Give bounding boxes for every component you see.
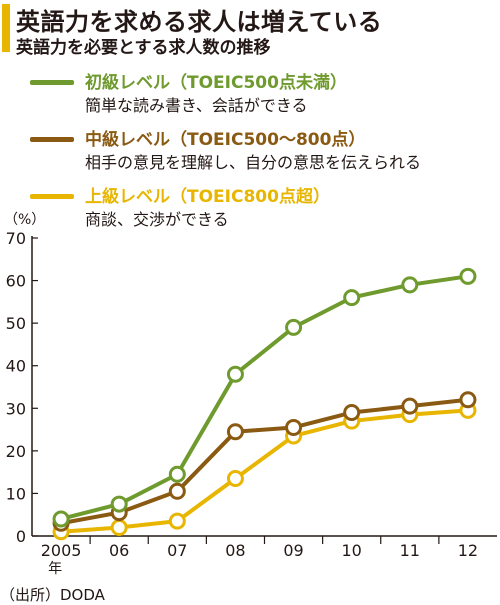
- x-tick-label: 12: [458, 541, 478, 560]
- y-tick-label: 50: [6, 314, 26, 333]
- legend-swatch-advanced: [30, 194, 74, 199]
- y-tick-label: 40: [6, 357, 26, 376]
- x-tick-label: 10: [342, 541, 362, 560]
- chart-subtitle: 英語力を必要とする求人数の推移: [16, 38, 271, 58]
- data-point: [168, 465, 186, 483]
- data-point: [168, 482, 186, 500]
- x-tick-label: 09: [283, 541, 303, 560]
- data-point: [110, 518, 128, 536]
- y-tick-label: 30: [6, 399, 26, 418]
- data-point: [226, 470, 244, 488]
- legend-name-beginner: 初級レベル（TOEIC500点未満）: [85, 73, 347, 93]
- data-point: [343, 404, 361, 422]
- x-tick-label: 08: [225, 541, 245, 560]
- legend-item-beginner: 初級レベル（TOEIC500点未満） 簡単な読み書き、会話ができる: [30, 66, 490, 123]
- series-line: [59, 408, 470, 534]
- y-tick-label: 10: [6, 484, 26, 503]
- chart-title: 英語力を求める求人は増えている: [16, 8, 383, 36]
- y-tick-label: 20: [6, 442, 26, 461]
- data-point: [401, 276, 419, 294]
- legend-swatch-intermediate: [30, 137, 74, 142]
- x-tick-label: 11: [400, 541, 420, 560]
- data-point: [52, 510, 70, 528]
- legend-desc-advanced: 商談、交渉ができる: [85, 210, 229, 229]
- legend-name-intermediate: 中級レベル（TOEIC500〜800点）: [85, 130, 366, 150]
- legend-name-advanced: 上級レベル（TOEIC800点超）: [85, 187, 330, 207]
- data-point: [285, 318, 303, 336]
- data-point: [226, 365, 244, 383]
- y-tick-label: 70: [6, 229, 26, 248]
- x-tick-label-suffix: 年: [48, 561, 62, 577]
- data-point: [459, 391, 477, 409]
- y-axis-unit-label: （%）: [4, 212, 45, 228]
- x-tick-label: 06: [109, 541, 129, 560]
- data-point: [401, 397, 419, 415]
- y-tick-label: 0: [16, 527, 26, 546]
- data-point: [226, 423, 244, 441]
- data-point: [285, 418, 303, 436]
- source-note: （出所）DODA: [0, 586, 105, 604]
- legend-item-advanced: 上級レベル（TOEIC800点超） 商談、交渉ができる: [30, 180, 490, 237]
- legend: 初級レベル（TOEIC500点未満） 簡単な読み書き、会話ができる 中級レベル（…: [30, 66, 490, 237]
- data-point: [110, 495, 128, 513]
- x-tick-label: 07: [167, 541, 187, 560]
- data-point: [168, 512, 186, 530]
- legend-swatch-beginner: [30, 80, 74, 85]
- data-point: [459, 267, 477, 285]
- x-tick-label: 2005: [41, 541, 82, 560]
- legend-desc-intermediate: 相手の意見を理解し、自分の意思を伝えられる: [85, 153, 422, 172]
- data-point: [343, 289, 361, 307]
- y-tick-label: 60: [6, 272, 26, 291]
- title-accent-bar: [2, 4, 10, 52]
- series-line: [59, 274, 470, 521]
- legend-desc-beginner: 簡単な読み書き、会話ができる: [85, 96, 308, 115]
- legend-item-intermediate: 中級レベル（TOEIC500〜800点） 相手の意見を理解し、自分の意思を伝えら…: [30, 123, 490, 180]
- series-line: [59, 397, 470, 526]
